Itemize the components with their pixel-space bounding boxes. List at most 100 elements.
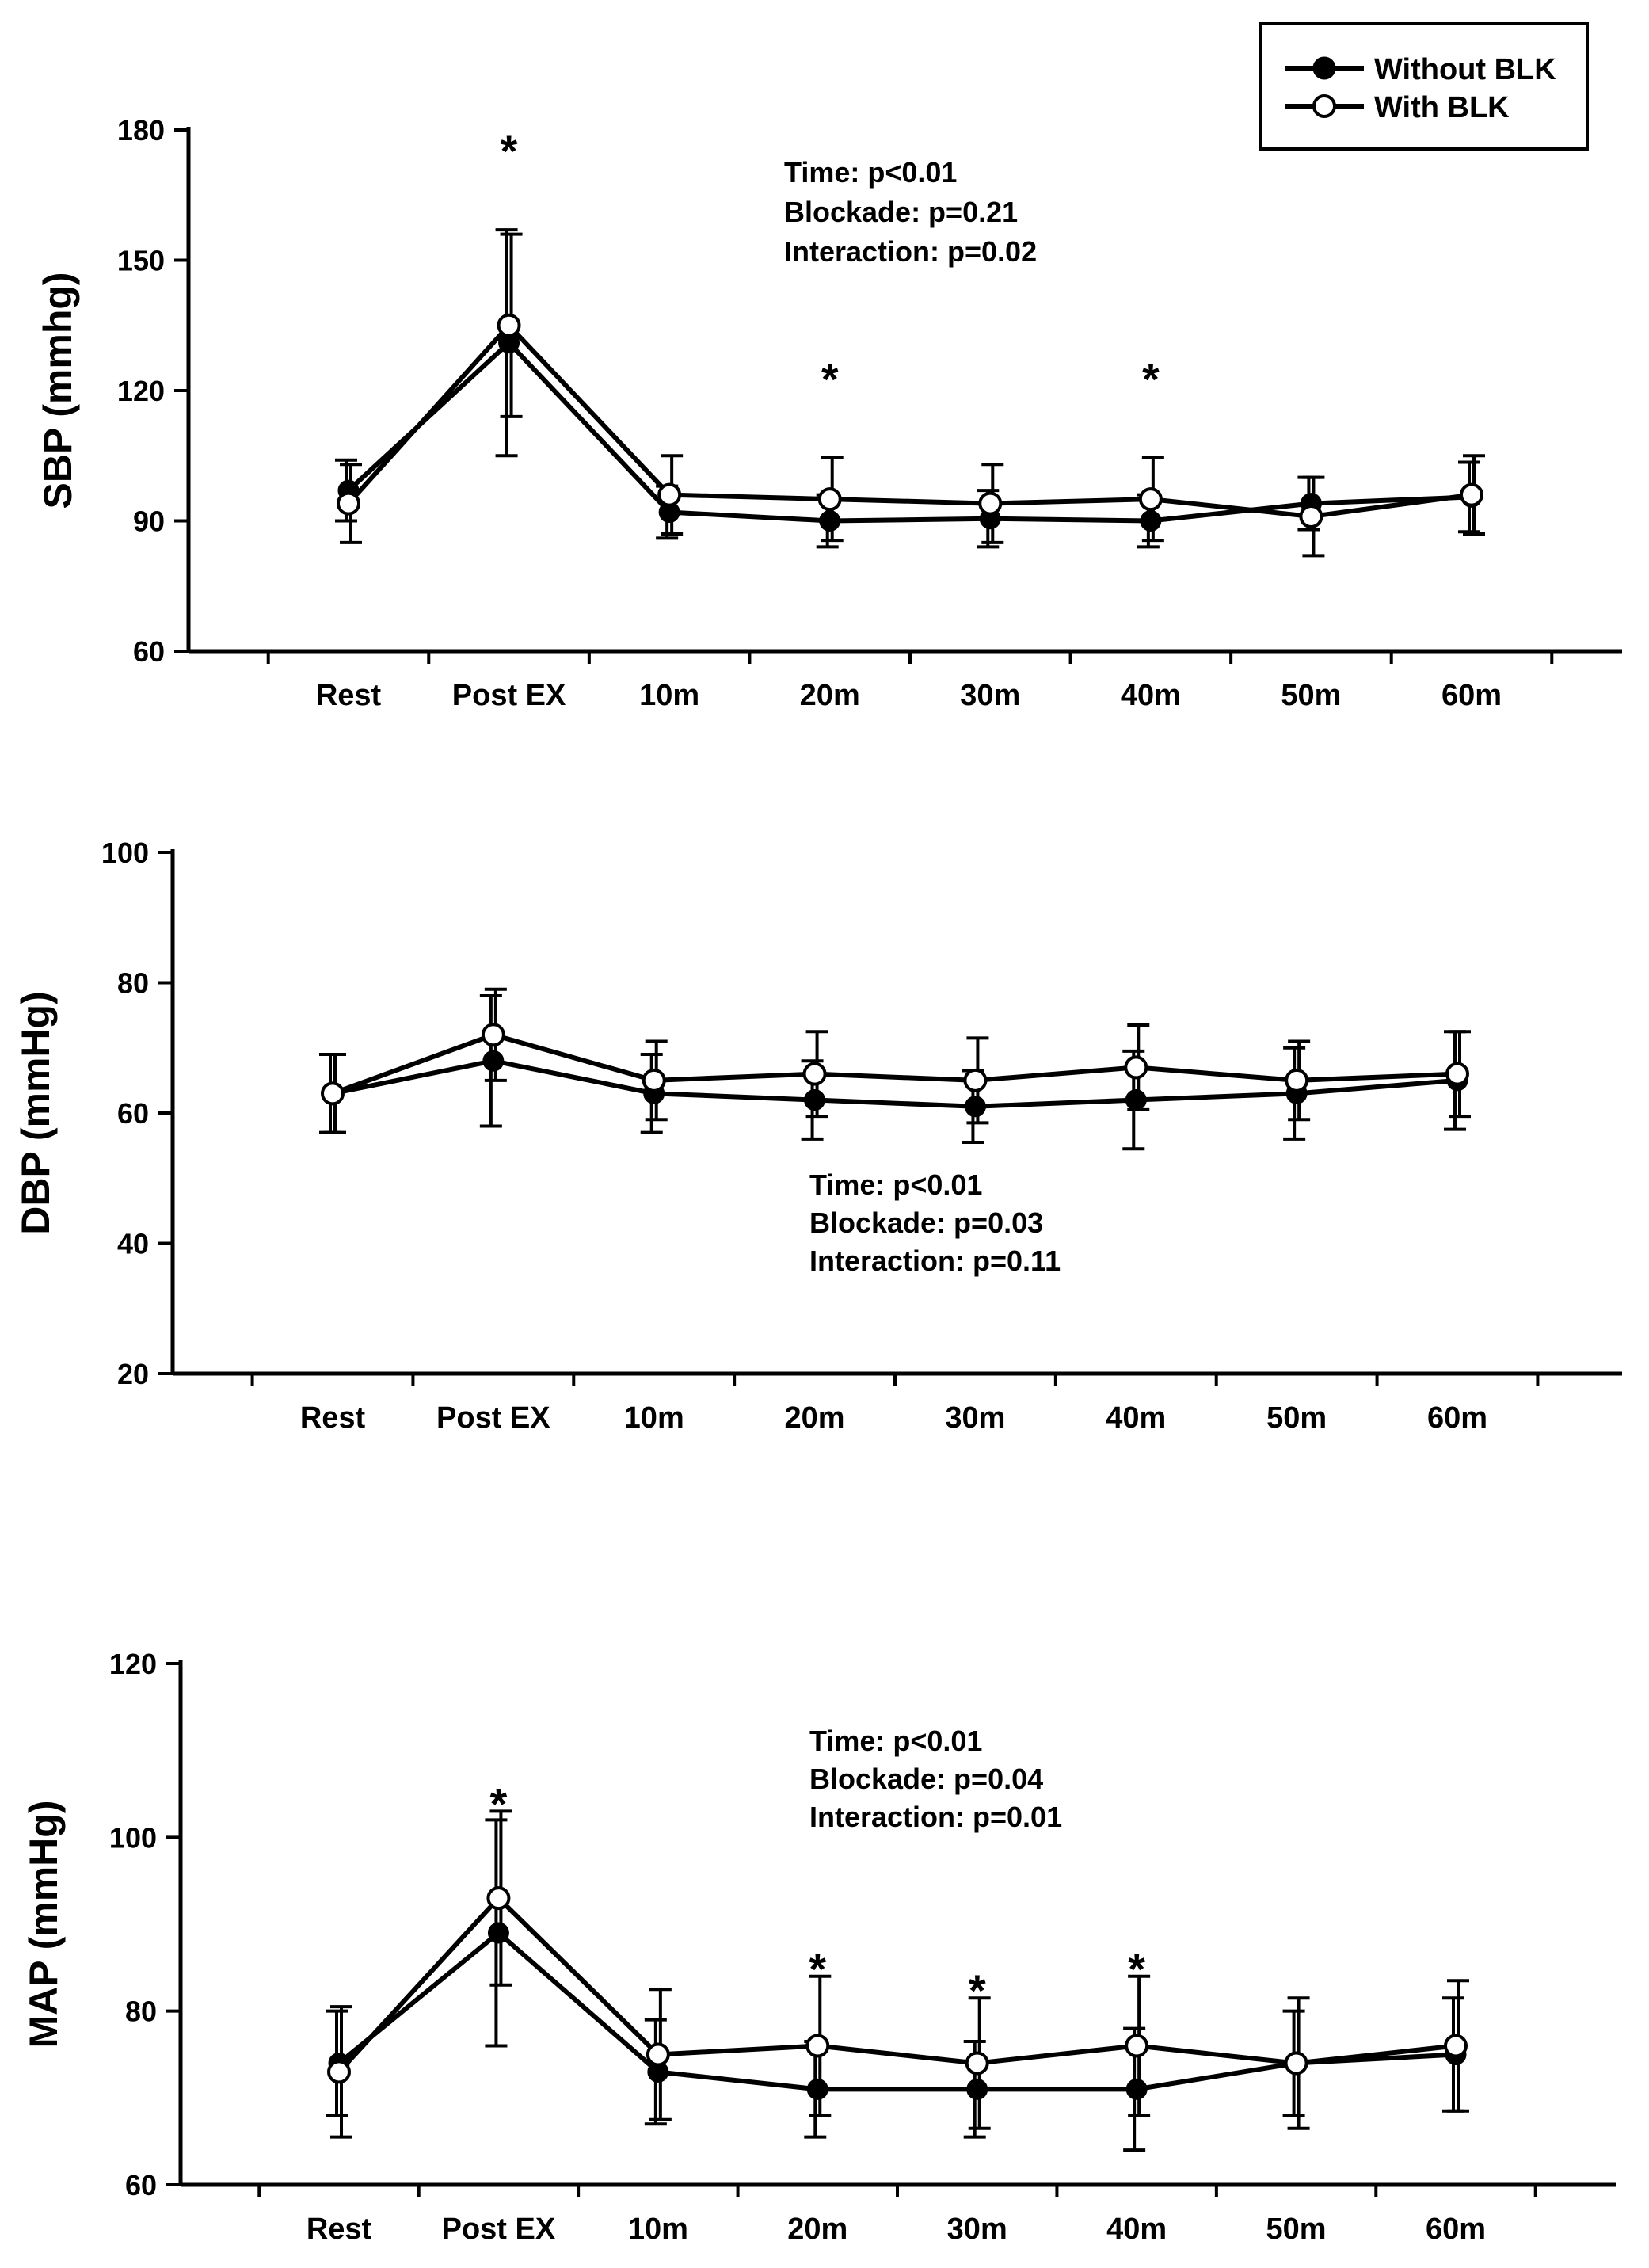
map-series-without-blk-point bbox=[1125, 2078, 1148, 2100]
dbp-series-without-blk-point bbox=[804, 1089, 826, 1111]
map-series-with-blk-point bbox=[486, 1886, 511, 1911]
dbp-x-tick-label-rest: Rest bbox=[300, 1401, 366, 1435]
dbp-x-tick-label-30m: 30m bbox=[945, 1401, 1005, 1435]
map-y-tick-label: 100 bbox=[109, 1821, 157, 1854]
sbp-significance-asterisk-post-ex: * bbox=[501, 126, 518, 176]
map-series-with-blk-point bbox=[805, 2034, 830, 2058]
legend-label-with-blk: With BLK bbox=[1374, 91, 1510, 124]
map-stats-annotation: Interaction: p=0.01 bbox=[809, 1801, 1062, 1833]
dbp-y-tick-label: 100 bbox=[101, 837, 149, 869]
sbp-series-with-blk-point bbox=[1460, 482, 1483, 507]
dbp-x-tick-label-40m: 40m bbox=[1106, 1401, 1166, 1435]
sbp-stats-annotation: Time: p<0.01 bbox=[784, 156, 957, 189]
dbp-y-tick-label: 40 bbox=[117, 1228, 149, 1260]
map-y-tick-label: 120 bbox=[109, 1648, 157, 1680]
sbp-y-tick-label: 180 bbox=[117, 114, 165, 147]
map-series-with-blk-line bbox=[337, 1894, 1457, 2074]
dbp-stats-annotation: Interaction: p=0.11 bbox=[809, 1245, 1061, 1277]
sbp-y-tick-label: 150 bbox=[117, 245, 165, 277]
map-significance-asterisk-20m: * bbox=[809, 1944, 826, 1994]
dbp-x-tick-label-60m: 60m bbox=[1427, 1401, 1487, 1435]
map-series-without-blk-point bbox=[806, 2078, 828, 2100]
map-series-with-blk-point bbox=[1125, 2034, 1149, 2058]
legend-label-without-blk: Without BLK bbox=[1374, 53, 1556, 86]
dbp-stats-annotation: Time: p<0.01 bbox=[809, 1168, 982, 1201]
dbp-chart-panel: 20 40 60 80 100 Rest Post EX 10m 20m 30m 40m 50m 60m… bbox=[13, 837, 1622, 1435]
map-stats-annotation: Blockade: p=0.04 bbox=[809, 1763, 1043, 1795]
map-x-tick-label-30m: 30m bbox=[947, 2213, 1007, 2246]
dbp-series-with-blk-point bbox=[1445, 1062, 1469, 1086]
sbp-series-with-blk-point bbox=[978, 491, 1003, 516]
legend-marker-open-icon bbox=[1312, 94, 1336, 118]
dbp-x-tick-label-20m: 20m bbox=[785, 1401, 845, 1435]
sbp-x-tick-label-60m: 60m bbox=[1441, 679, 1502, 712]
map-y-tick-label: 80 bbox=[125, 1995, 157, 2028]
sbp-series-with-blk-line bbox=[346, 322, 1472, 520]
dbp-x-tick-label-50m: 50m bbox=[1266, 1401, 1327, 1435]
sbp-series-with-blk-point bbox=[1138, 487, 1163, 512]
sbp-chart-panel: 60 90 120 150 180 Rest Post EX 10m 20m 30m 40m 50m 6… bbox=[36, 114, 1622, 712]
map-significance-asterisk-30m: * bbox=[969, 1965, 986, 2015]
sbp-x-tick-label-40m: 40m bbox=[1121, 679, 1181, 712]
map-x-tick-label-post-ex: Post EX bbox=[442, 2213, 556, 2246]
sbp-significance-asterisk-40m: * bbox=[1142, 354, 1160, 404]
map-series-with-blk-point bbox=[327, 2060, 351, 2084]
map-y-axis-label: MAP (mmHg) bbox=[21, 1801, 66, 2049]
sbp-x-tick-label-10m: 10m bbox=[639, 679, 699, 712]
sbp-stats-annotation: Blockade: p=0.21 bbox=[784, 196, 1018, 228]
sbp-y-tick-label: 120 bbox=[117, 375, 165, 407]
map-series-with-blk-point bbox=[646, 2042, 670, 2067]
map-series-without-blk-point bbox=[966, 2078, 988, 2100]
sbp-x-tick-label-20m: 20m bbox=[800, 679, 860, 712]
legend-box bbox=[1259, 22, 1589, 151]
dbp-series-with-blk-point bbox=[1285, 1068, 1309, 1092]
dbp-series-with-blk-point bbox=[321, 1081, 345, 1106]
dbp-series-without-blk-point bbox=[964, 1096, 986, 1118]
dbp-x-tick-label-post-ex: Post EX bbox=[436, 1401, 550, 1435]
map-significance-asterisk-40m: * bbox=[1128, 1944, 1145, 1994]
sbp-series-with-blk-point bbox=[817, 487, 842, 512]
sbp-series-without-blk-point bbox=[819, 510, 841, 532]
map-significance-asterisk-post-ex: * bbox=[490, 1778, 508, 1828]
legend: Without BLK With BLK bbox=[1259, 22, 1589, 151]
map-series-with-blk-point bbox=[965, 2051, 989, 2076]
legend-marker-filled-icon bbox=[1312, 56, 1336, 80]
map-x-tick-label-10m: 10m bbox=[628, 2213, 688, 2246]
sbp-y-tick-label: 90 bbox=[133, 505, 165, 538]
sbp-y-axis-label: SBP (mmhg) bbox=[36, 272, 80, 509]
dbp-series-with-blk-point bbox=[481, 1023, 505, 1047]
dbp-series-with-blk-point bbox=[1124, 1055, 1148, 1080]
map-series-without-blk-line bbox=[337, 1930, 1457, 2092]
dbp-series-without-blk-point bbox=[1125, 1089, 1147, 1111]
dbp-y-tick-label: 20 bbox=[117, 1358, 149, 1390]
dbp-series-with-blk-point bbox=[642, 1068, 666, 1092]
sbp-series-without-blk-point bbox=[1140, 510, 1162, 532]
sbp-y-tick-label: 60 bbox=[133, 635, 165, 668]
sbp-series-with-blk-point bbox=[1299, 505, 1323, 529]
map-x-tick-label-20m: 20m bbox=[787, 2213, 847, 2246]
sbp-x-tick-label-rest: Rest bbox=[316, 679, 382, 712]
dbp-x-tick-label-10m: 10m bbox=[624, 1401, 684, 1435]
sbp-significance-asterisk-20m: * bbox=[821, 354, 839, 404]
map-chart-panel: 60 80 100 120 Rest Post EX 10m 20m 30m 40m 50m 60m M… bbox=[21, 1648, 1616, 2246]
sbp-stats-annotation: Interaction: p=0.02 bbox=[784, 235, 1037, 268]
map-y-tick-label: 60 bbox=[125, 2169, 157, 2201]
legend-entry-without-blk: Without BLK bbox=[1285, 53, 1556, 86]
sbp-x-tick-label-30m: 30m bbox=[960, 679, 1020, 712]
dbp-series-without-blk-point bbox=[482, 1050, 505, 1072]
dbp-series-with-blk-point bbox=[963, 1068, 988, 1092]
dbp-y-tick-label: 80 bbox=[117, 967, 149, 1000]
map-x-tick-label-40m: 40m bbox=[1106, 2213, 1167, 2246]
dbp-series-with-blk-point bbox=[802, 1062, 827, 1086]
map-series-without-blk-point bbox=[487, 1922, 509, 1944]
sbp-x-tick-label-50m: 50m bbox=[1281, 679, 1341, 712]
dbp-stats-annotation: Blockade: p=0.03 bbox=[809, 1206, 1043, 1239]
sbp-series-with-blk-point bbox=[657, 482, 682, 507]
dbp-series-without-blk-line bbox=[332, 1058, 1458, 1109]
sbp-series-with-blk-point bbox=[497, 313, 521, 337]
map-x-tick-label-50m: 50m bbox=[1266, 2213, 1327, 2246]
sbp-x-tick-label-post-ex: Post EX bbox=[452, 679, 566, 712]
map-series-with-blk-point bbox=[1444, 2034, 1468, 2058]
map-stats-annotation: Time: p<0.01 bbox=[809, 1725, 982, 1757]
